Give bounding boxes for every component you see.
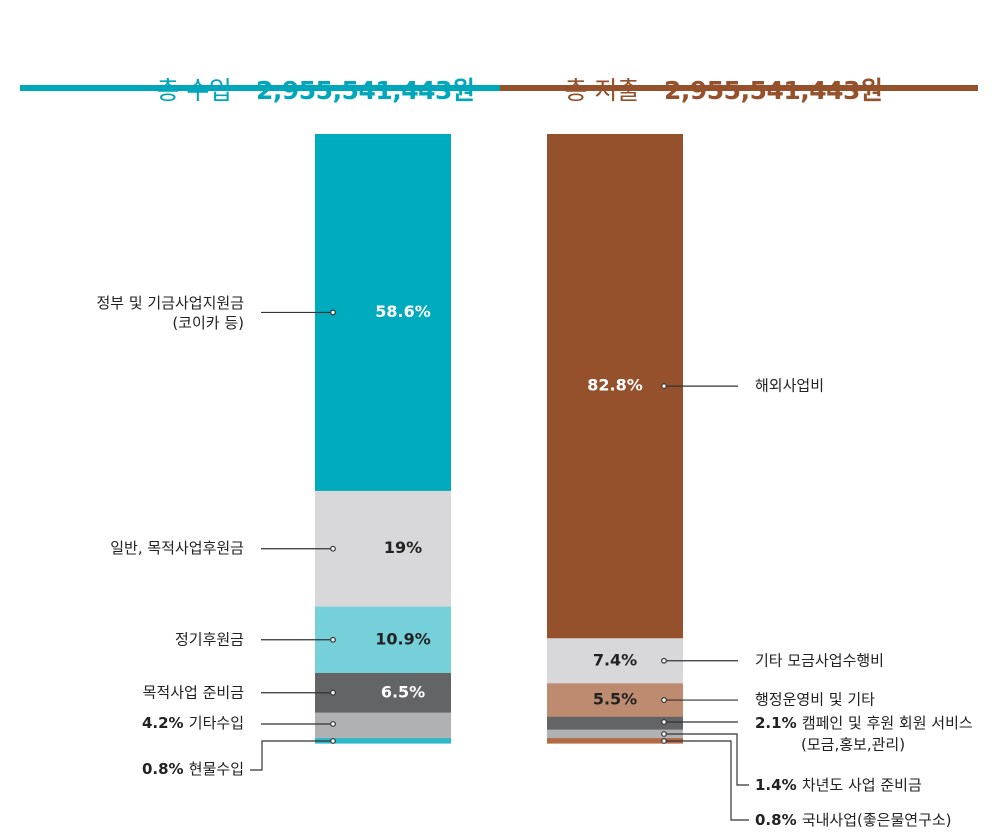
income-bar-segment-5 xyxy=(315,738,451,744)
income-header-rule xyxy=(20,85,500,91)
income-3-category-label: 목적사업 준비금 xyxy=(143,683,245,701)
expense-bar-segment-0 xyxy=(547,134,683,639)
income-bar-segment-2 xyxy=(315,606,451,674)
income-0-leader-dot xyxy=(330,309,336,316)
expense-0-value-label: 82.8% xyxy=(587,376,643,395)
expense-bar-segment-2 xyxy=(547,683,683,718)
income-bar-segment-3 xyxy=(315,672,451,714)
income-0-category-label-2: (코이카 등) xyxy=(172,314,244,332)
income-bar-segment-4 xyxy=(315,712,451,739)
expense-bar-segment-1 xyxy=(547,638,683,684)
expense-5-leader-line xyxy=(664,740,749,821)
income-2-value-label: 10.9% xyxy=(375,629,431,648)
income-2-category-label: 정기후원금 xyxy=(175,630,244,648)
income-0-category-label: 정부 및 기금사업지원금 xyxy=(96,294,244,312)
expense-5-category-label: 0.8% 국내사업(좋은물연구소) xyxy=(755,811,952,829)
expense-3-leader-dot xyxy=(661,719,667,725)
expense-0-category-label: 해외사업비 xyxy=(755,377,824,395)
expense-bar-segment-5 xyxy=(547,738,683,744)
income-0-value-label: 58.6% xyxy=(375,302,431,321)
expense-3-category-label-2: (모금,홍보,관리) xyxy=(801,736,905,754)
income-3-leader-dot xyxy=(330,689,336,696)
income-4-leader-dot xyxy=(330,721,336,727)
expense-2-value-label: 5.5% xyxy=(593,690,637,709)
income-1-value-label: 19% xyxy=(384,538,422,557)
expense-bar-segment-3 xyxy=(547,716,683,731)
expense-bar-segment-4 xyxy=(547,729,683,739)
income-1-category-label: 일반, 목적사업후원금 xyxy=(110,539,244,557)
expense-3-category-label: 2.1% 캠페인 및 후원 회원 서비스 xyxy=(755,714,973,732)
expense-5-leader-dot xyxy=(661,738,667,744)
income-3-value-label: 6.5% xyxy=(381,682,425,701)
expense-4-leader-line xyxy=(664,733,749,786)
expense-1-category-label: 기타 모금사업수행비 xyxy=(755,651,884,669)
income-4-category-label: 4.2% 기타수입 xyxy=(142,714,244,732)
expense-header-rule xyxy=(500,85,978,91)
income-bar-segment-0 xyxy=(315,134,451,492)
income-5-category-label: 0.8% 현물수입 xyxy=(142,760,244,778)
expense-1-value-label: 7.4% xyxy=(593,650,637,669)
income-bar-segment-1 xyxy=(315,490,451,608)
expense-1-leader-dot xyxy=(661,657,667,664)
income-2-leader-dot xyxy=(330,636,336,643)
income-5-leader-line xyxy=(250,740,333,771)
expense-2-leader-dot xyxy=(661,697,667,703)
expense-4-category-label: 1.4% 차년도 사업 준비금 xyxy=(755,776,922,794)
expense-4-leader-dot xyxy=(661,731,667,737)
income-1-leader-dot xyxy=(330,545,336,552)
income-5-leader-dot xyxy=(330,738,336,744)
expense-0-leader-dot xyxy=(661,383,667,390)
expense-2-category-label: 행정운영비 및 기타 xyxy=(755,691,875,709)
